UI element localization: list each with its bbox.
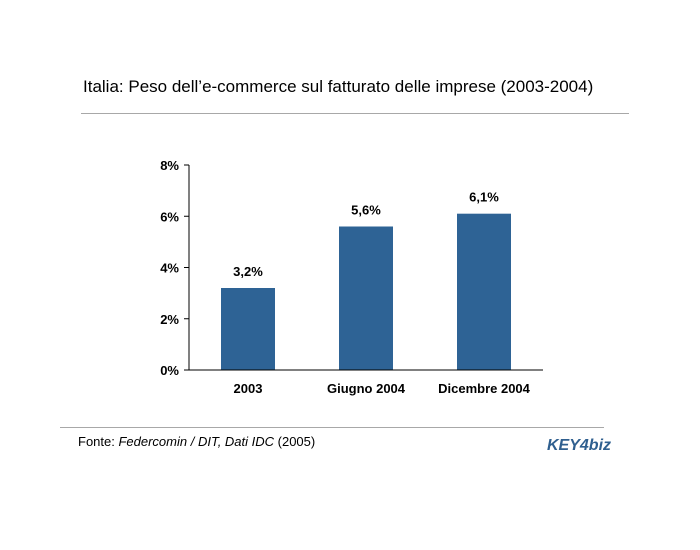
chart-title: Italia: Peso dell’e-commerce sul fattura… [83,77,594,96]
data-label: 3,2% [233,264,263,279]
y-tick-label: 4% [160,261,179,276]
footer-divider [60,427,604,428]
y-tick-label: 8% [160,158,179,173]
x-tick-label: 2003 [234,381,263,396]
y-tick-label: 6% [160,209,179,224]
source-suffix: (2005) [274,434,316,449]
x-tick-label: Giugno 2004 [327,381,406,396]
bar [339,226,393,370]
title-divider [81,113,629,114]
bars: 3,2% 5,6% 6,1% [221,190,511,370]
y-tick-label: 2% [160,312,179,327]
source-note: Fonte: Federcomin / DIT, Dati IDC (2005) [78,434,315,449]
source-italic: Federcomin / DIT, Dati IDC [118,434,275,449]
x-axis: 2003 Giugno 2004 Dicembre 2004 [189,369,543,396]
logo-text: KEY4biz [547,437,611,454]
bar [221,288,275,370]
data-label: 6,1% [469,190,499,205]
key4biz-logo: KEY4biz [547,437,611,454]
y-tick-label: 0% [160,363,179,378]
y-axis: 0% 2% 4% 6% 8% [160,158,190,378]
source-prefix: Fonte: [78,434,119,449]
x-tick-label: Dicembre 2004 [438,381,531,396]
bar-chart: 0% 2% 4% 6% 8% 3,2% 5,6% 6,1% 2003 Giugno 2004 D… [160,158,543,396]
data-label: 5,6% [351,203,381,218]
bar [457,213,511,370]
